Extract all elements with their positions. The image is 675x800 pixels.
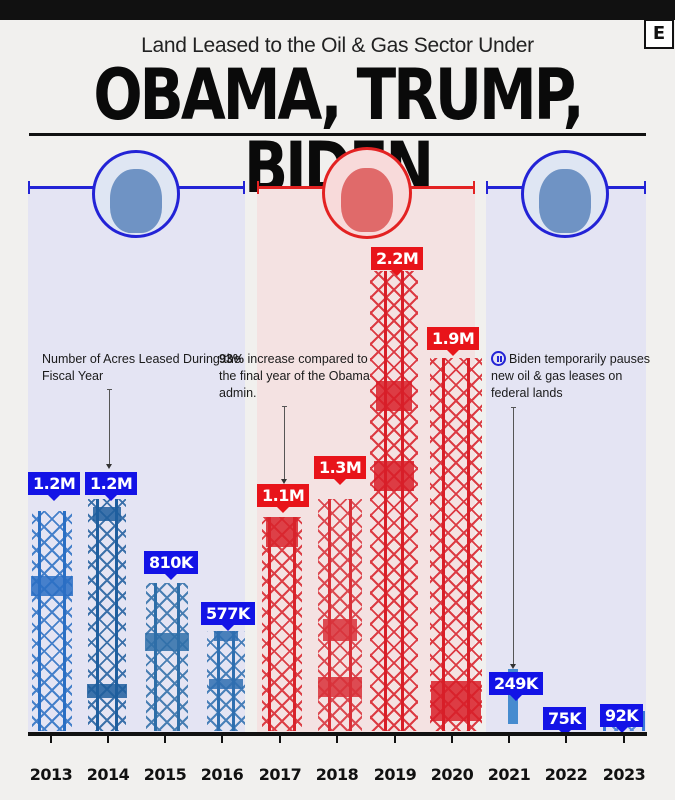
x-tick — [623, 736, 625, 743]
value-label-2017: 1.1M — [257, 484, 310, 513]
face-icon — [341, 168, 393, 232]
bar-2020 — [430, 358, 482, 731]
value-label-2014: 1.2M — [85, 472, 138, 501]
x-tick — [50, 736, 52, 743]
x-label-2019: 2019 — [373, 765, 417, 784]
x-tick — [164, 736, 166, 743]
x-label-2014: 2014 — [86, 765, 130, 784]
x-axis — [28, 732, 647, 736]
x-label-2020: 2020 — [430, 765, 474, 784]
x-tick — [279, 736, 281, 743]
annotation-increase-text: increase compared to the final year of t… — [219, 352, 370, 400]
bar-2019 — [370, 271, 418, 731]
x-label-2018: 2018 — [315, 765, 359, 784]
value-label-2018: 1.3M — [314, 456, 367, 485]
value-label-2023: 92K — [600, 704, 644, 733]
biden-era-band — [486, 188, 646, 733]
bar-2013 — [31, 511, 73, 731]
tower-lattice — [370, 271, 418, 731]
x-label-2015: 2015 — [143, 765, 187, 784]
obama-portrait — [92, 150, 180, 238]
value-label-2019: 2.2M — [371, 247, 424, 276]
value-label-2015: 810K — [144, 551, 198, 580]
pause-icon — [491, 351, 506, 366]
face-icon — [110, 169, 162, 233]
x-tick — [107, 736, 109, 743]
title-divider — [29, 133, 646, 136]
x-tick — [451, 736, 453, 743]
x-label-2021: 2021 — [487, 765, 531, 784]
x-label-2016: 2016 — [200, 765, 244, 784]
value-label-2022: 75K — [543, 707, 587, 736]
x-label-2013: 2013 — [29, 765, 73, 784]
annotation-arrow — [281, 406, 287, 484]
value-label-2016: 577K — [201, 602, 255, 631]
value-label-2013: 1.2M — [28, 472, 81, 501]
annotation-arrow — [106, 389, 112, 469]
bar-2016 — [207, 631, 245, 731]
annotation-arrow — [510, 407, 516, 669]
bar-2017 — [262, 517, 302, 731]
x-label-2023: 2023 — [602, 765, 646, 784]
bar-2015 — [145, 583, 189, 731]
value-label-2021: 249K — [489, 672, 543, 701]
tower-lattice — [430, 358, 482, 731]
bar-2014 — [87, 499, 127, 731]
biden-portrait — [521, 150, 609, 238]
x-tick — [565, 736, 567, 743]
annotation-acres: Number of Acres Leased During the Fiscal… — [42, 352, 241, 383]
annotation-percent: 93% — [219, 352, 245, 366]
bar-2018 — [318, 499, 362, 731]
x-tick — [508, 736, 510, 743]
face-icon — [539, 169, 591, 233]
annotation-pause: Biden temporarily pauses new oil & gas l… — [491, 351, 651, 402]
top-bar — [0, 0, 675, 20]
x-tick — [394, 736, 396, 743]
trump-portrait — [322, 147, 412, 239]
x-tick — [336, 736, 338, 743]
value-label-2020: 1.9M — [427, 327, 480, 356]
chart-subtitle: Land Leased to the Oil & Gas Sector Unde… — [141, 34, 534, 57]
x-label-2022: 2022 — [544, 765, 588, 784]
x-label-2017: 2017 — [258, 765, 302, 784]
x-tick — [221, 736, 223, 743]
brand-logo: E — [644, 19, 674, 49]
annotation-pause-text: Biden temporarily pauses new oil & gas l… — [491, 352, 651, 400]
annotation-increase: 93% increase compared to the final year … — [219, 351, 379, 402]
tower-lattice — [146, 583, 188, 731]
